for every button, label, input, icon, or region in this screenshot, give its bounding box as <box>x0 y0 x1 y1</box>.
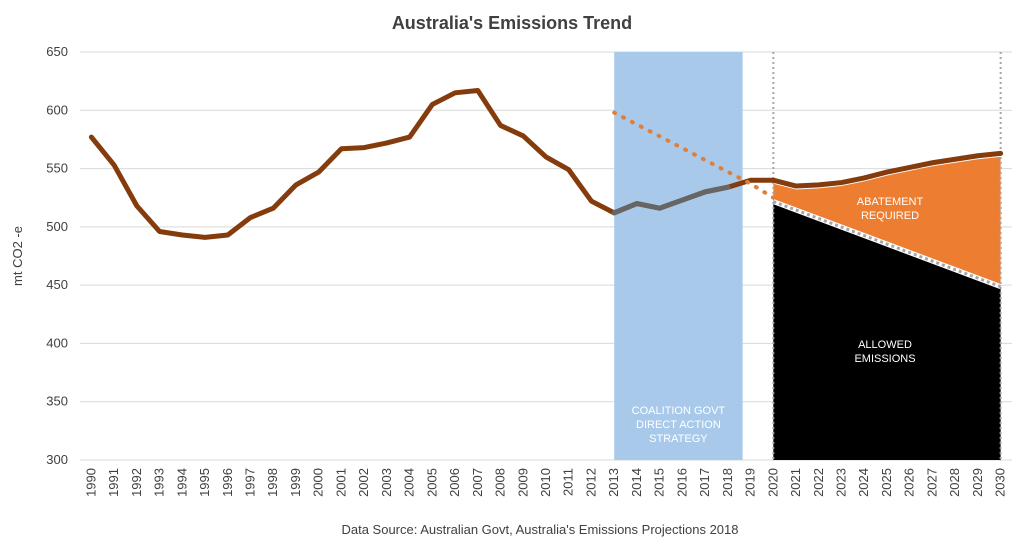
y-tick-label: 650 <box>46 44 68 59</box>
chart-title: Australia's Emissions Trend <box>392 13 632 33</box>
x-tick-label: 2013 <box>606 468 621 497</box>
abatement-area <box>773 156 1001 289</box>
x-tick-label: 2007 <box>470 468 485 497</box>
allowed-emissions-label: ALLOWED EMISSIONS <box>854 339 915 365</box>
y-tick-label: 450 <box>46 277 68 292</box>
y-tick-label: 500 <box>46 219 68 234</box>
strategy-period-line <box>611 184 731 216</box>
x-tick-label: 1996 <box>220 468 235 497</box>
x-tick-label: 2003 <box>379 468 394 497</box>
x-tick-label: 2005 <box>424 468 439 497</box>
x-tick-label: 1993 <box>152 468 167 497</box>
strategy-band <box>614 52 743 460</box>
data-source-note: Data Source: Australian Govt, Australia'… <box>341 522 738 537</box>
x-tick-label: 2016 <box>674 468 689 497</box>
y-tick-label: 550 <box>46 161 68 176</box>
x-tick-label: 1998 <box>265 468 280 497</box>
x-tick-label: 2021 <box>788 468 803 497</box>
x-tick-label: 2004 <box>402 468 417 497</box>
x-tick-label: 1990 <box>83 468 98 497</box>
x-tick-label: 2015 <box>652 468 667 497</box>
x-tick-label: 2025 <box>879 468 894 497</box>
target-line <box>772 200 1002 289</box>
x-tick-label: 2026 <box>902 468 917 497</box>
x-tick-label: 1999 <box>288 468 303 497</box>
y-tick-label: 350 <box>46 394 68 409</box>
x-tick-label: 2019 <box>743 468 758 497</box>
x-tick-label: 2008 <box>493 468 508 497</box>
x-tick-label: 2020 <box>765 468 780 497</box>
x-tick-label: 2006 <box>447 468 462 497</box>
y-axis-label: mt CO2 -e <box>10 226 25 286</box>
x-tick-label: 2009 <box>515 468 530 497</box>
x-tick-label: 2028 <box>947 468 962 497</box>
y-tick-label: 300 <box>46 452 68 467</box>
x-tick-label: 2023 <box>834 468 849 497</box>
x-tick-label: 2024 <box>856 468 871 497</box>
y-tick-label: 600 <box>46 102 68 117</box>
x-tick-label: 1997 <box>242 468 257 497</box>
x-tick-label: 2027 <box>924 468 939 497</box>
x-tick-label: 2018 <box>720 468 735 497</box>
strategy-label: COALITION GOVT DIRECT ACTION STRATEGY <box>632 405 726 445</box>
y-tick-label: 400 <box>46 335 68 350</box>
abatement-label: ABATEMENT REQUIRED <box>857 196 924 222</box>
x-tick-label: 2014 <box>629 468 644 497</box>
plot-area: 300 350 400 450 500 550 600 650 COALITION GOVT DI… <box>46 44 1012 497</box>
x-tick-label: 1994 <box>174 468 189 497</box>
x-tick-label: 2017 <box>697 468 712 497</box>
trajectory-dotted-line <box>612 110 776 200</box>
x-tick-label: 2002 <box>356 468 371 497</box>
emissions-line <box>88 87 1004 240</box>
x-tick-label: 2000 <box>311 468 326 497</box>
x-tick-label: 2030 <box>993 468 1008 497</box>
x-tick-label: 2001 <box>333 468 348 497</box>
x-tick-label: 1995 <box>197 468 212 497</box>
x-tick-label: 2010 <box>538 468 553 497</box>
x-tick-label: 2011 <box>561 468 576 496</box>
x-tick-label: 2012 <box>583 468 598 497</box>
x-tick-label: 2022 <box>811 468 826 497</box>
x-tick-label: 2029 <box>970 468 985 497</box>
x-tick-label: 1991 <box>106 468 121 497</box>
x-tick-label: 1992 <box>129 468 144 497</box>
